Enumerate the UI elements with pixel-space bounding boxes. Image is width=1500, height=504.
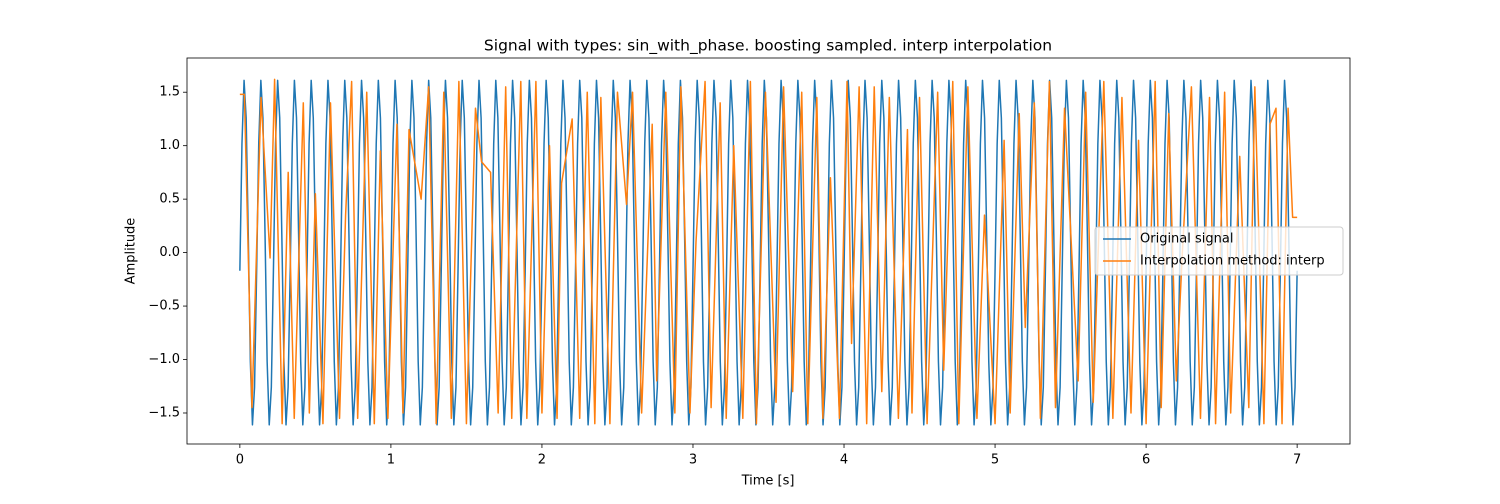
x-axis-label: Time [s]: [741, 474, 795, 489]
y-tick-label: 0.0: [159, 245, 180, 260]
y-tick-label: 1.5: [159, 85, 180, 100]
y-tick-label: −1.5: [148, 405, 180, 420]
x-tick-label: 5: [991, 453, 999, 468]
x-tick-label: 0: [236, 453, 244, 468]
chart-title: Signal with types: sin_with_phase. boost…: [484, 37, 1052, 56]
y-axis-label: Amplitude: [124, 218, 139, 285]
x-tick-label: 1: [387, 453, 395, 468]
x-tick-label: 3: [689, 453, 697, 468]
y-tick-label: 0.5: [159, 192, 180, 207]
plot-frame: [186, 57, 1351, 445]
x-tick-label: 6: [1142, 453, 1150, 468]
y-tick-label: 1.0: [159, 138, 180, 153]
x-tick-label: 2: [538, 453, 546, 468]
y-tick-label: −1.0: [148, 352, 180, 367]
x-tick-label: 7: [1293, 453, 1301, 468]
legend-box: [1094, 226, 1344, 276]
y-tick-label: −0.5: [148, 299, 180, 314]
x-tick-label: 4: [840, 453, 848, 468]
legend-label: Original signal: [1140, 232, 1233, 247]
series-line: [239, 78, 1298, 425]
legend-label: Interpolation method: interp: [1140, 254, 1325, 269]
